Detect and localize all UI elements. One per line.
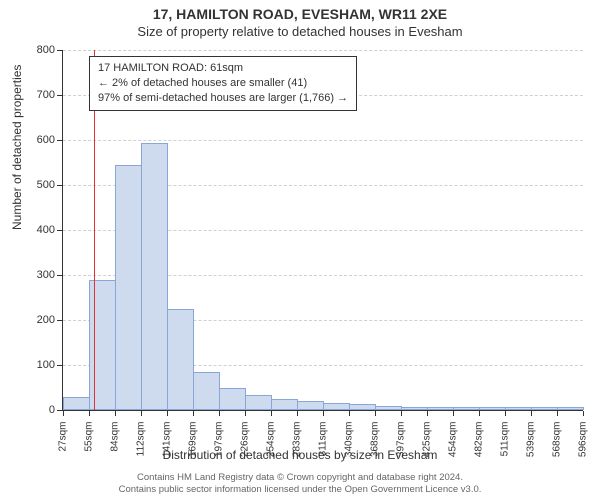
x-tick-label: 596sqm — [578, 422, 589, 472]
x-tick — [271, 411, 272, 416]
x-tick — [167, 411, 168, 416]
footer-line1: Contains HM Land Registry data © Crown c… — [0, 472, 600, 484]
histogram-bar — [115, 165, 142, 410]
y-tick-label: 200 — [15, 314, 55, 326]
info-line-size: 17 HAMILTON ROAD: 61sqm — [98, 61, 348, 76]
x-tick — [141, 411, 142, 416]
histogram-bar — [297, 401, 324, 410]
histogram-bar — [375, 406, 402, 410]
x-tick — [531, 411, 532, 416]
info-line-smaller: ← 2% of detached houses are smaller (41) — [98, 76, 348, 91]
x-tick-label: 84sqm — [110, 422, 121, 472]
y-tick-label: 500 — [15, 179, 55, 191]
x-tick-label: 254sqm — [266, 422, 277, 472]
x-tick — [89, 411, 90, 416]
x-tick — [557, 411, 558, 416]
y-tick — [57, 95, 62, 96]
chart-container: 17, HAMILTON ROAD, EVESHAM, WR11 2XE Siz… — [0, 0, 600, 500]
histogram-bar — [505, 407, 532, 410]
x-tick-label: 568sqm — [552, 422, 563, 472]
y-tick-label: 700 — [15, 89, 55, 101]
info-line-larger: 97% of semi-detached houses are larger (… — [98, 91, 348, 106]
histogram-bar — [219, 388, 246, 410]
x-tick-label: 283sqm — [292, 422, 303, 472]
y-tick-label: 0 — [15, 404, 55, 416]
x-tick — [193, 411, 194, 416]
x-tick-label: 311sqm — [318, 422, 329, 472]
x-tick — [583, 411, 584, 416]
histogram-bar — [167, 309, 194, 410]
title-sub: Size of property relative to detached ho… — [0, 22, 600, 39]
x-tick-label: 539sqm — [526, 422, 537, 472]
histogram-bar — [479, 407, 506, 410]
x-tick — [63, 411, 64, 416]
x-tick-label: 368sqm — [370, 422, 381, 472]
x-axis-label: Distribution of detached houses by size … — [0, 448, 600, 462]
x-tick-label: 511sqm — [500, 422, 511, 472]
x-tick-label: 141sqm — [162, 422, 173, 472]
y-tick-label: 100 — [15, 359, 55, 371]
y-tick — [57, 185, 62, 186]
histogram-bar — [427, 407, 454, 410]
gridline — [63, 50, 583, 51]
y-tick — [57, 140, 62, 141]
x-tick-label: 425sqm — [422, 422, 433, 472]
histogram-bar — [453, 407, 480, 410]
x-tick — [323, 411, 324, 416]
x-tick — [219, 411, 220, 416]
x-tick-label: 169sqm — [188, 422, 199, 472]
info-box: 17 HAMILTON ROAD: 61sqm← 2% of detached … — [89, 56, 357, 111]
histogram-bar — [89, 280, 116, 410]
x-tick-label: 55sqm — [84, 422, 95, 472]
histogram-bar — [193, 372, 220, 410]
y-tick — [57, 410, 62, 411]
x-tick — [479, 411, 480, 416]
x-tick — [245, 411, 246, 416]
x-tick-label: 226sqm — [240, 422, 251, 472]
gridline — [63, 140, 583, 141]
histogram-bar — [271, 399, 298, 410]
y-tick-label: 300 — [15, 269, 55, 281]
histogram-bar — [245, 395, 272, 411]
x-tick-label: 482sqm — [474, 422, 485, 472]
chart-area: 010020030040050060070080027sqm55sqm84sqm… — [62, 50, 582, 410]
plot-region: 010020030040050060070080027sqm55sqm84sqm… — [62, 50, 583, 411]
histogram-bar — [323, 403, 350, 410]
title-main: 17, HAMILTON ROAD, EVESHAM, WR11 2XE — [0, 0, 600, 22]
y-tick — [57, 275, 62, 276]
histogram-bar — [401, 407, 428, 410]
histogram-bar — [531, 407, 558, 410]
footer-attribution: Contains HM Land Registry data © Crown c… — [0, 472, 600, 496]
histogram-bar — [141, 143, 168, 411]
x-tick — [349, 411, 350, 416]
x-tick-label: 454sqm — [448, 422, 459, 472]
y-tick-label: 600 — [15, 134, 55, 146]
y-tick-label: 400 — [15, 224, 55, 236]
x-tick-label: 197sqm — [214, 422, 225, 472]
x-tick — [505, 411, 506, 416]
x-tick — [115, 411, 116, 416]
x-tick — [453, 411, 454, 416]
x-tick-label: 112sqm — [136, 422, 147, 472]
y-tick — [57, 320, 62, 321]
y-tick-label: 800 — [15, 44, 55, 56]
x-tick — [375, 411, 376, 416]
x-tick-label: 27sqm — [58, 422, 69, 472]
x-tick — [297, 411, 298, 416]
y-tick — [57, 230, 62, 231]
footer-line2: Contains public sector information licen… — [0, 484, 600, 496]
x-tick-label: 397sqm — [396, 422, 407, 472]
y-tick — [57, 50, 62, 51]
histogram-bar — [349, 404, 376, 411]
histogram-bar — [557, 407, 584, 410]
y-tick — [57, 365, 62, 366]
x-tick-label: 340sqm — [344, 422, 355, 472]
x-tick — [401, 411, 402, 416]
x-tick — [427, 411, 428, 416]
histogram-bar — [63, 397, 90, 410]
